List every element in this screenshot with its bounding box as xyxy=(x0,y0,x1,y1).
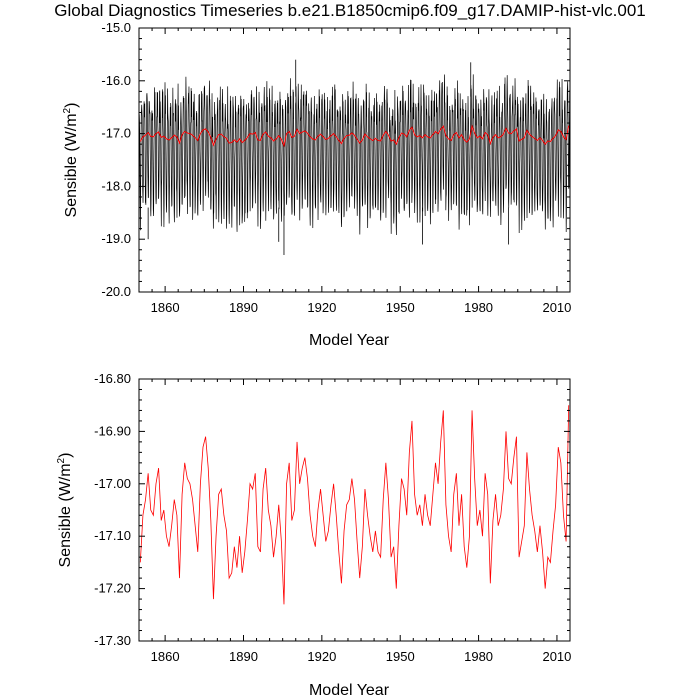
y-tick-label: -16.80 xyxy=(94,371,131,386)
x-tick-label: 1890 xyxy=(229,649,258,664)
y-tick-label: -17.30 xyxy=(94,633,131,648)
annual-mean-line xyxy=(139,405,570,605)
y-tick-label: -18.0 xyxy=(101,178,131,193)
y-tick-label: -20.0 xyxy=(101,284,131,299)
x-tick-label: 1950 xyxy=(386,649,415,664)
bottom-x-ticks: 1860 1890 1920 1950 1980 2010 xyxy=(138,379,571,664)
y-tick-label: -19.0 xyxy=(101,231,131,246)
y-tick-label: -15.0 xyxy=(101,20,131,35)
annual-mean-line xyxy=(139,124,570,148)
top-y-ticks: -20.0 -19.0 -18.0 -17.0 -16.0 -15.0 xyxy=(101,20,570,299)
top-y-axis-title: Sensible (W/m2) xyxy=(62,103,80,218)
x-tick-label: 1950 xyxy=(386,300,415,315)
monthly-line xyxy=(139,74,570,236)
x-tick-label: 2010 xyxy=(542,649,571,664)
x-tick-label: 1920 xyxy=(307,300,336,315)
top-annual-series xyxy=(139,124,570,148)
x-tick-label: 1890 xyxy=(229,300,258,315)
top-monthly-series xyxy=(139,59,570,256)
y-tick-label: -16.0 xyxy=(101,73,131,88)
top-panel: 1860 1890 1920 1950 1980 2010 -20.0 -19.0 -18.0… xyxy=(62,20,571,349)
y-tick-label: -16.90 xyxy=(94,423,131,438)
y-tick-label: -17.10 xyxy=(94,528,131,543)
bottom-annual-series xyxy=(139,405,570,605)
bottom-plot-frame xyxy=(138,378,571,642)
top-x-ticks: 1860 1890 1920 1950 1980 2010 xyxy=(138,28,571,315)
bottom-y-ticks: -17.30 -17.20 -17.10 -17.00 -16.90 -16.80 xyxy=(94,371,570,648)
bottom-x-axis-title: Model Year xyxy=(309,682,390,699)
x-tick-label: 1980 xyxy=(464,300,493,315)
top-x-axis-title: Model Year xyxy=(309,332,390,349)
x-tick-label: 1860 xyxy=(151,649,180,664)
y-tick-label: -17.20 xyxy=(94,581,131,596)
x-tick-label: 1920 xyxy=(307,649,336,664)
y-tick-label: -17.0 xyxy=(101,126,131,141)
bottom-y-axis-title: Sensible (W/m2) xyxy=(56,453,74,568)
x-tick-label: 2010 xyxy=(542,300,571,315)
bottom-panel: 1860 1890 1920 1950 1980 2010 -17.30-17.20-17… xyxy=(56,371,571,699)
top-plot-frame xyxy=(138,27,571,293)
chart-title: Global Diagnostics Timeseries b.e21.B185… xyxy=(54,1,646,20)
x-tick-label: 1980 xyxy=(464,649,493,664)
y-tick-label: -17.00 xyxy=(94,476,131,491)
x-tick-label: 1860 xyxy=(151,300,180,315)
